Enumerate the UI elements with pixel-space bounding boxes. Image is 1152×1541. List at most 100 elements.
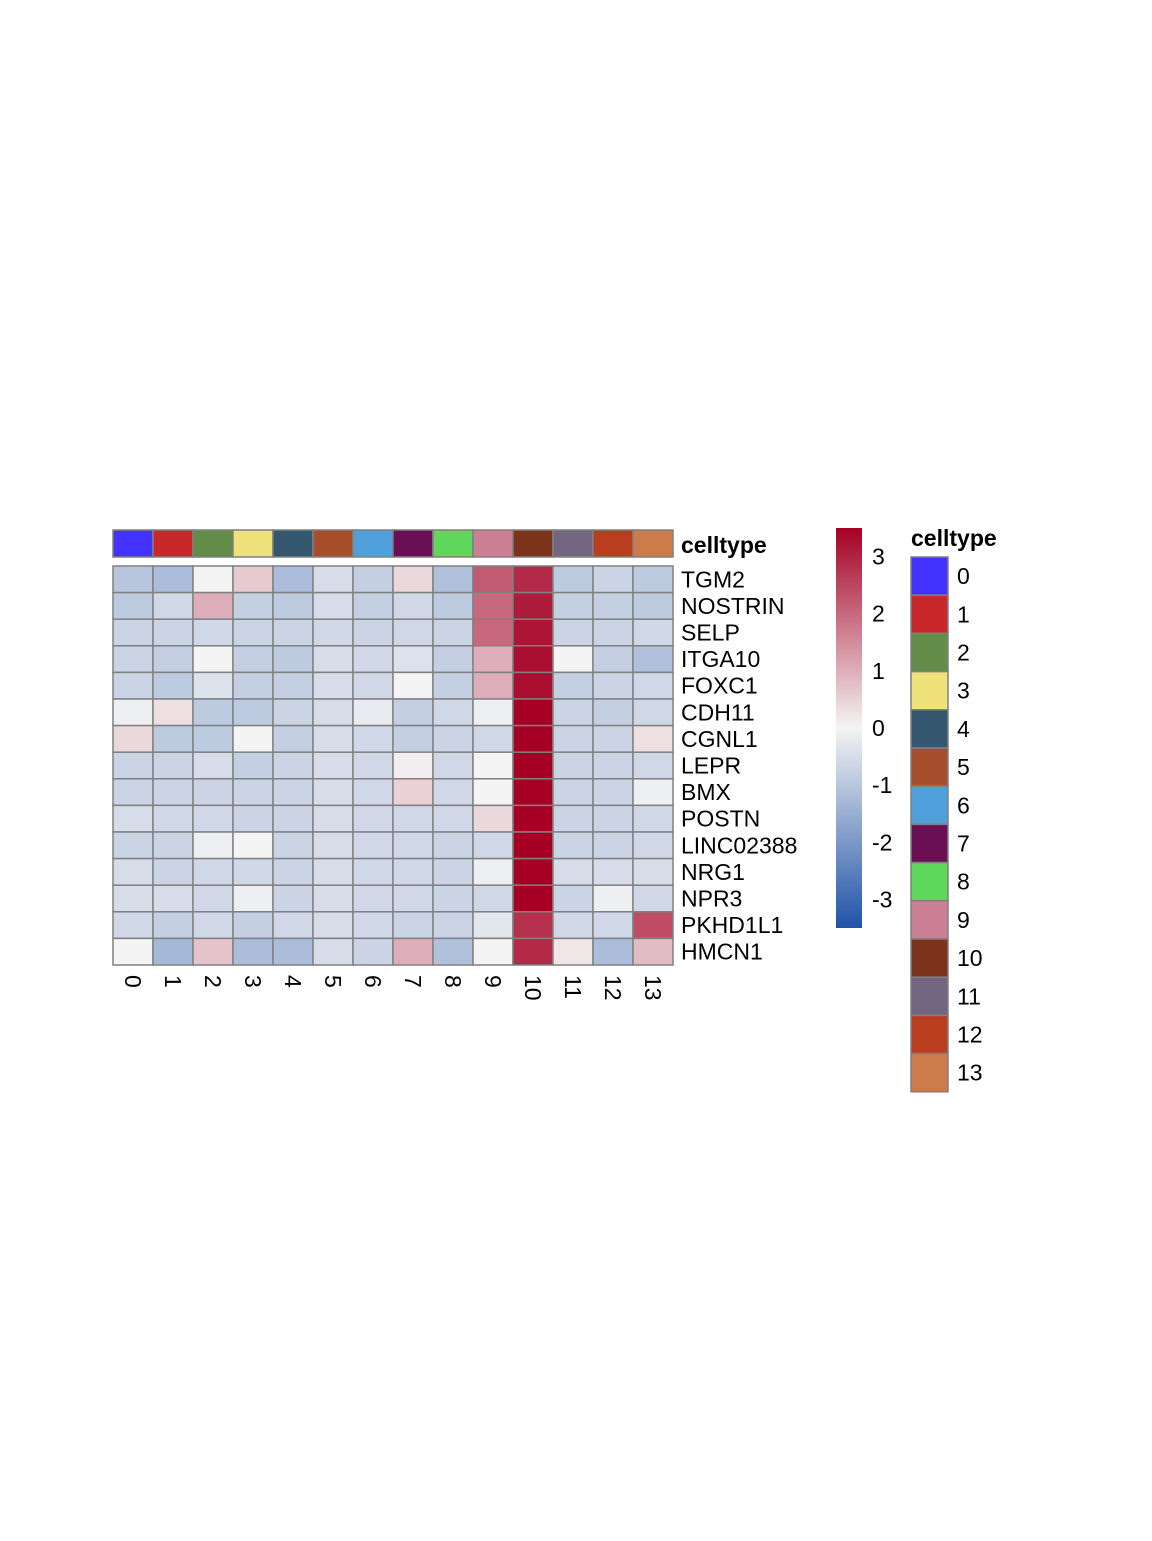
row-label: LINC02388 — [681, 832, 797, 858]
heatmap-cell — [552, 645, 594, 674]
heatmap-cell — [312, 671, 354, 700]
column-labels: 0 1 2 3 4 5 6 7 8 9 10 11 12 13 — [120, 975, 666, 1001]
column-label: 0 — [120, 975, 146, 988]
column-label: 6 — [360, 975, 386, 988]
heatmap-cell — [312, 645, 354, 674]
heatmap-cell — [192, 911, 234, 940]
legend-swatch-10 — [910, 938, 949, 978]
heatmap-cell — [552, 937, 594, 966]
heatmap-cell — [232, 857, 274, 886]
heatmap-cell — [112, 751, 154, 780]
heatmap-cell — [112, 831, 154, 860]
heatmap-cell — [432, 724, 474, 753]
legend-swatch-0 — [910, 556, 949, 596]
heatmap-cell — [392, 618, 434, 647]
heatmap-cell — [392, 751, 434, 780]
heatmap-cell — [232, 751, 274, 780]
legend-title: celltype — [911, 525, 997, 551]
heatmap-cell — [152, 884, 194, 913]
heatmap-cell — [312, 698, 354, 727]
heatmap-cell — [512, 778, 554, 807]
heatmap-cell — [552, 565, 594, 594]
heatmap-cell — [472, 911, 514, 940]
heatmap-cell — [392, 698, 434, 727]
row-label: FOXC1 — [681, 673, 758, 699]
heatmap-cell — [552, 591, 594, 620]
heatmap-cell — [512, 618, 554, 647]
heatmap-cell — [632, 698, 674, 727]
heatmap-cell — [592, 565, 634, 594]
legend-swatch-9 — [910, 900, 949, 940]
heatmap-cell — [312, 618, 354, 647]
row-label: BMX — [681, 779, 731, 805]
legend-swatch-2 — [910, 632, 949, 673]
heatmap-cell — [272, 937, 314, 966]
heatmap-cell — [392, 857, 434, 886]
heatmap-cell — [432, 778, 474, 807]
heatmap-cell — [272, 645, 314, 674]
colorbar-tick-label: 3 — [872, 544, 885, 570]
heatmap-cell — [592, 937, 634, 966]
legend-swatch-7 — [910, 823, 949, 864]
annotation-cell-6 — [352, 529, 394, 558]
heatmap-cell — [152, 937, 194, 966]
heatmap-cell — [192, 724, 234, 753]
column-label: 5 — [320, 975, 346, 988]
legend-label: 2 — [957, 640, 970, 666]
legend-swatch-6 — [910, 785, 949, 826]
heatmap-cell — [592, 911, 634, 940]
heatmap-cell — [192, 645, 234, 674]
colorbar-tick-label: -3 — [872, 886, 892, 912]
heatmap-cell — [592, 778, 634, 807]
heatmap-cell — [232, 671, 274, 700]
heatmap-cell — [632, 671, 674, 700]
heatmap-cell — [192, 698, 234, 727]
column-label: 9 — [480, 975, 506, 988]
heatmap-cell — [232, 778, 274, 807]
heatmap-cell — [152, 911, 194, 940]
heatmap-cell — [512, 857, 554, 886]
heatmap-cell — [312, 778, 354, 807]
row-label: ITGA10 — [681, 646, 760, 672]
heatmap-cell — [392, 645, 434, 674]
heatmap-cell — [552, 778, 594, 807]
heatmap-cell — [232, 565, 274, 594]
row-label: CGNL1 — [681, 726, 758, 752]
heatmap-cell — [392, 937, 434, 966]
heatmap-cell — [352, 591, 394, 620]
heatmap-cell — [112, 884, 154, 913]
heatmap-cell — [512, 831, 554, 860]
column-label: 11 — [560, 975, 586, 999]
heatmap-cell — [632, 751, 674, 780]
heatmap-cell — [632, 884, 674, 913]
heatmap-cell — [352, 857, 394, 886]
annotation-cell-8 — [432, 529, 474, 558]
heatmap-cell — [272, 884, 314, 913]
heatmap-cell — [512, 751, 554, 780]
colorbar-tick-label: -2 — [872, 829, 892, 855]
heatmap-cell — [232, 911, 274, 940]
legend-swatch-5 — [910, 747, 949, 787]
heatmap-cell — [632, 724, 674, 753]
heatmap-cell — [552, 804, 594, 833]
heatmap-cell — [512, 911, 554, 940]
heatmap-cell — [392, 911, 434, 940]
heatmap-cell — [512, 884, 554, 913]
heatmap-cell — [272, 804, 314, 833]
heatmap-cell — [232, 884, 274, 913]
heatmap-cell — [632, 565, 674, 594]
annotation-cell-11 — [552, 529, 594, 558]
heatmap-cell — [192, 751, 234, 780]
heatmap-cell — [192, 591, 234, 620]
column-label: 7 — [400, 975, 426, 988]
row-label: POSTN — [681, 806, 760, 832]
annotation-title: celltype — [681, 532, 767, 558]
heatmap-cell — [112, 645, 154, 674]
heatmap-cell — [592, 724, 634, 753]
column-label: 12 — [600, 975, 626, 1001]
heatmap-cell — [432, 804, 474, 833]
row-label: SELP — [681, 620, 740, 646]
heatmap-cell — [232, 645, 274, 674]
